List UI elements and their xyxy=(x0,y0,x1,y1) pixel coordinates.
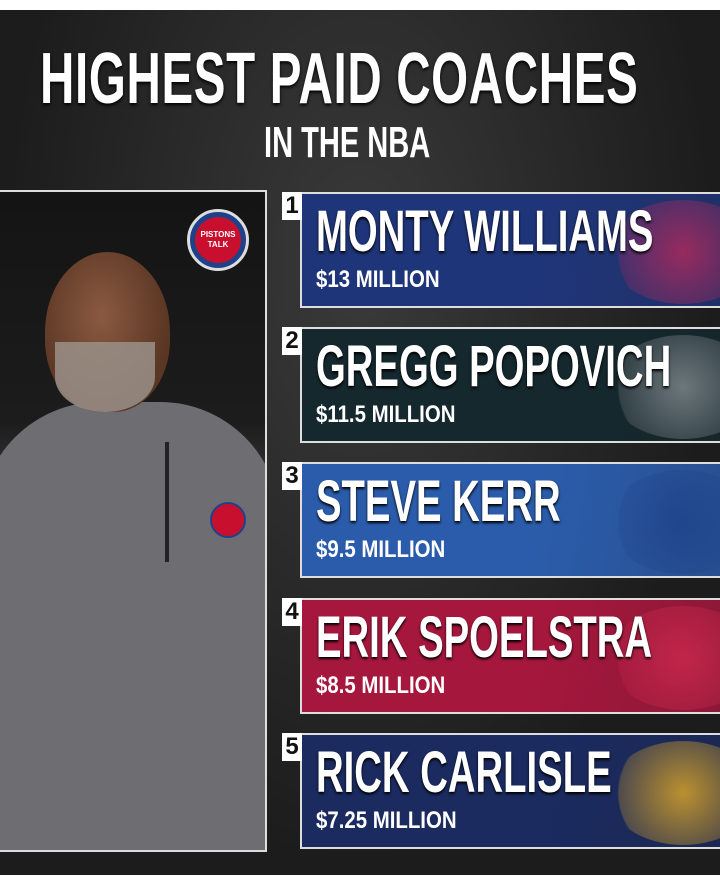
coach-row: GREGG POPOVICH $11.5 MILLION 2 xyxy=(282,327,720,443)
zipper xyxy=(165,442,169,562)
team-logo-icon xyxy=(608,606,720,710)
coach-photo: PISTONS TALK xyxy=(0,190,267,852)
coach-name: RICK CARLISLE xyxy=(316,740,612,805)
coach-card: STEVE KERR $9.5 MILLION xyxy=(300,462,720,578)
coach-card: ERIK SPOELSTRA $8.5 MILLION xyxy=(300,598,720,714)
coach-row: ERIK SPOELSTRA $8.5 MILLION 4 xyxy=(282,598,720,714)
coach-salary: $13 MILLION xyxy=(316,266,440,293)
rank-badge: 5 xyxy=(282,733,302,761)
coach-salary: $7.25 MILLION xyxy=(316,807,457,834)
subtitle: IN THE NBA xyxy=(264,118,431,167)
coach-row: RICK CARLISLE $7.25 MILLION 5 xyxy=(282,733,720,849)
coach-name: STEVE KERR xyxy=(316,469,561,534)
coach-name: ERIK SPOELSTRA xyxy=(316,605,653,670)
rank-badge: 4 xyxy=(282,598,302,626)
coach-card: MONTY WILLIAMS $13 MILLION xyxy=(300,192,720,308)
team-logo-icon xyxy=(608,335,720,439)
coach-row: STEVE KERR $9.5 MILLION 3 xyxy=(282,462,720,578)
coach-row: MONTY WILLIAMS $13 MILLION 1 xyxy=(282,192,720,308)
pistons-talk-logo: PISTONS TALK xyxy=(187,209,249,271)
coach-salary: $11.5 MILLION xyxy=(316,401,456,428)
team-logo-icon xyxy=(608,741,720,845)
coach-card: GREGG POPOVICH $11.5 MILLION xyxy=(300,327,720,443)
team-logo-icon xyxy=(608,470,720,574)
infographic: HIGHEST PAID COACHES IN THE NBA PISTONS … xyxy=(0,10,720,875)
coach-beard xyxy=(55,342,155,412)
coach-name: GREGG POPOVICH xyxy=(316,334,672,399)
coach-salary: $8.5 MILLION xyxy=(316,672,446,699)
rank-badge: 3 xyxy=(282,462,302,490)
coach-card: RICK CARLISLE $7.25 MILLION xyxy=(300,733,720,849)
rank-badge: 1 xyxy=(282,192,302,220)
jacket xyxy=(0,402,265,850)
rank-badge: 2 xyxy=(282,327,302,355)
coach-name: MONTY WILLIAMS xyxy=(316,199,654,264)
coach-salary: $9.5 MILLION xyxy=(316,536,446,563)
team-logo-icon xyxy=(608,200,720,304)
title: HIGHEST PAID COACHES xyxy=(40,39,639,119)
pistons-patch-icon xyxy=(210,502,246,538)
